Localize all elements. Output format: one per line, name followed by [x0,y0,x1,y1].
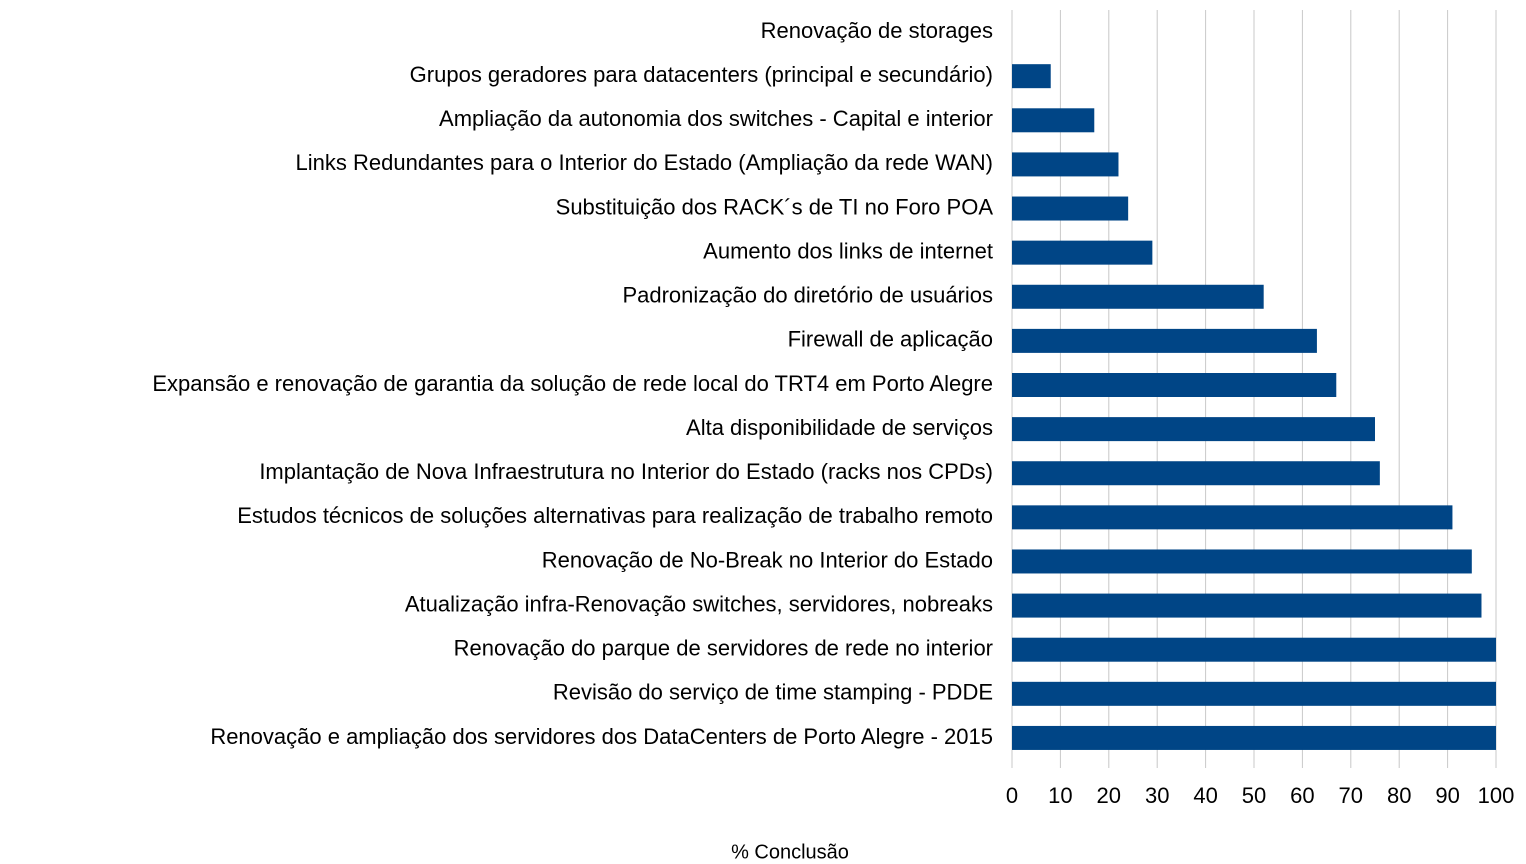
x-tick-label: 90 [1435,783,1459,808]
bar [1012,284,1264,309]
y-tick-label: Renovação de storages [761,18,993,43]
y-tick-label: Alta disponibilidade de serviços [686,415,993,440]
bar [1012,725,1496,750]
y-tick-label: Revisão do serviço de time stamping - PD… [553,680,993,705]
y-tick-label: Renovação e ampliação dos servidores dos… [210,724,993,749]
y-tick-label: Grupos geradores para datacenters (princ… [410,62,993,87]
x-tick-label: 20 [1097,783,1121,808]
bar [1012,152,1119,177]
x-tick-label: 50 [1242,783,1266,808]
x-tick-label: 40 [1193,783,1217,808]
x-tick-label: 30 [1145,783,1169,808]
x-tick-label: 60 [1290,783,1314,808]
bar [1012,461,1380,486]
y-tick-label: Links Redundantes para o Interior do Est… [296,150,993,175]
bar [1012,417,1375,442]
bar [1012,681,1496,706]
bar [1012,240,1153,265]
x-tick-label: 0 [1006,783,1018,808]
y-tick-label: Padronização do diretório de usuários [622,283,993,308]
y-tick-label: Estudos técnicos de soluções alternativa… [237,503,993,528]
bar [1012,637,1496,662]
y-tick-label: Substituição dos RACK´s de TI no Foro PO… [556,194,994,219]
bar [1012,64,1051,89]
x-tick-label: 80 [1387,783,1411,808]
y-tick-label: Implantação de Nova Infraestrutura no In… [259,459,993,484]
bar [1012,373,1337,397]
bar [1012,328,1317,353]
bar [1012,505,1453,530]
bar [1012,196,1129,221]
bar [1012,108,1095,133]
y-tick-label: Aumento dos links de internet [703,238,993,263]
y-tick-label: Expansão e renovação de garantia da solu… [152,371,993,396]
x-tick-label: 100 [1478,783,1515,808]
y-tick-label: Firewall de aplicação [788,327,993,352]
y-tick-label: Renovação do parque de servidores de red… [454,636,993,661]
y-tick-label: Ampliação da autonomia dos switches - Ca… [439,106,993,131]
y-tick-label: Atualização infra-Renovação switches, se… [405,591,993,616]
bar [1012,549,1472,574]
y-tick-label: Renovação de No-Break no Interior do Est… [542,547,993,572]
x-tick-label: 10 [1048,783,1072,808]
bar [1012,593,1482,618]
x-axis-title: % Conclusão [731,841,849,863]
x-tick-label: 70 [1339,783,1363,808]
